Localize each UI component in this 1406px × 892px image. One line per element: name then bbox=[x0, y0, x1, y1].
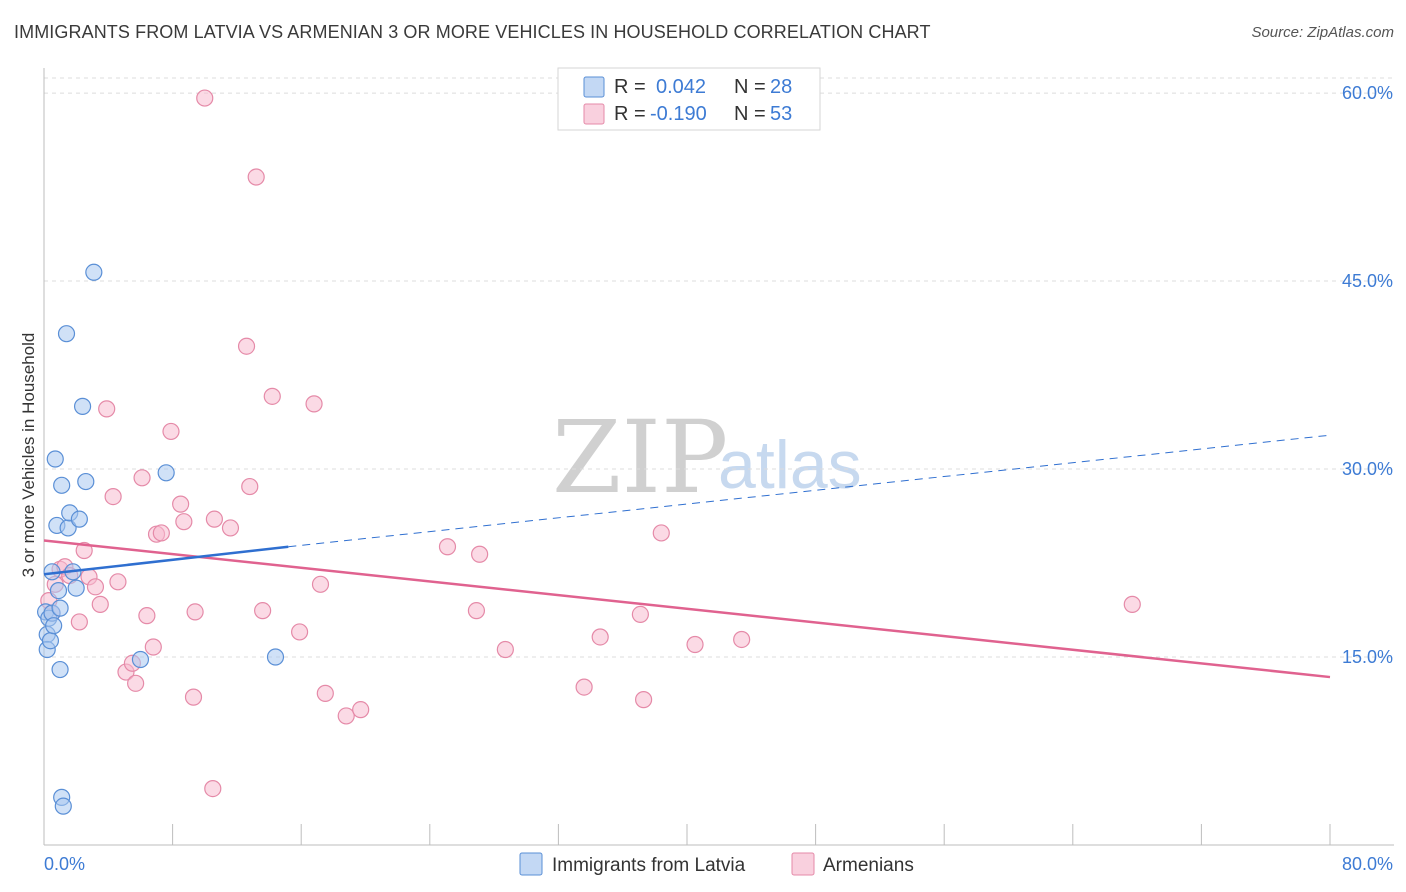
latvia-point bbox=[46, 450, 64, 468]
armenian-point bbox=[631, 605, 649, 624]
armenian-point bbox=[575, 678, 593, 696]
latvia-series-label: Immigrants from Latvia bbox=[552, 855, 746, 876]
latvia-point bbox=[51, 660, 69, 679]
chart-title: IMMIGRANTS FROM LATVIA VS ARMENIAN 3 OR … bbox=[14, 22, 931, 42]
stats-legend: R = 0.042 N = 28 R = -0.190 N = 53 bbox=[557, 67, 821, 131]
latvia-point bbox=[70, 510, 88, 528]
legend-n-label: N = bbox=[734, 103, 766, 125]
latvia-point bbox=[54, 797, 72, 815]
latvia-point bbox=[266, 648, 285, 666]
armenian-point bbox=[337, 707, 355, 725]
latvia-point bbox=[41, 632, 60, 650]
trend-lines bbox=[43, 434, 1331, 679]
armenian-point bbox=[138, 607, 156, 625]
latvia-point bbox=[51, 599, 69, 617]
armenian-point bbox=[467, 602, 486, 620]
x-tick-label: 0.0% bbox=[44, 854, 85, 874]
y-tick-label: 15.0% bbox=[1342, 647, 1393, 667]
armenian-point bbox=[634, 691, 653, 709]
armenian-point bbox=[127, 674, 145, 692]
armenian-series-label: Armenians bbox=[823, 855, 914, 876]
armenian-trend-line bbox=[43, 539, 1331, 679]
armenian-point bbox=[352, 701, 370, 719]
latvia-trend-line bbox=[43, 545, 289, 576]
latvia-trend-extension bbox=[288, 434, 1331, 548]
latvia-point bbox=[53, 476, 71, 494]
latvia-point bbox=[67, 579, 85, 597]
armenian-point bbox=[196, 89, 214, 107]
armenian-point bbox=[75, 541, 93, 560]
y-axis-title: 3 or more Vehicles in Household bbox=[19, 333, 38, 578]
armenian-point bbox=[98, 400, 116, 418]
armenian-legend-swatch bbox=[583, 103, 605, 125]
armenian-point bbox=[316, 684, 334, 702]
y-tick-label: 45.0% bbox=[1342, 271, 1393, 291]
armenian-point bbox=[591, 628, 609, 646]
legend-n-label: N = bbox=[734, 76, 766, 98]
armenian-point bbox=[162, 422, 180, 441]
x-tick-label: 80.0% bbox=[1342, 854, 1393, 874]
legend-r-value: -0.190 bbox=[650, 103, 707, 125]
armenian-point bbox=[184, 688, 203, 706]
latvia-point bbox=[85, 263, 103, 281]
x-tick-labels: 0.0% 80.0% bbox=[44, 854, 1393, 874]
source-label: Source: ZipAtlas.com bbox=[1251, 24, 1394, 41]
latvia-point bbox=[131, 650, 150, 669]
armenian-point bbox=[91, 595, 109, 613]
y-tick-label: 30.0% bbox=[1342, 459, 1393, 479]
armenian-point bbox=[290, 623, 309, 641]
armenian-point bbox=[305, 395, 323, 413]
latvia-point bbox=[77, 472, 95, 491]
watermark-zip: ZIP bbox=[552, 399, 728, 516]
armenian-point bbox=[496, 640, 514, 659]
legend-r-value: 0.042 bbox=[656, 76, 706, 98]
armenian-point bbox=[311, 575, 330, 593]
legend-n-value: 53 bbox=[770, 103, 792, 125]
armenian-point bbox=[221, 519, 240, 537]
armenian-point bbox=[263, 387, 281, 405]
armenian-point bbox=[686, 635, 704, 654]
latvia-point bbox=[157, 464, 175, 482]
armenian-point bbox=[205, 510, 223, 528]
watermark-atlas: atlas bbox=[718, 427, 862, 503]
armenian-point bbox=[204, 780, 222, 798]
armenian-point bbox=[152, 524, 170, 542]
x-ticks bbox=[43, 824, 1331, 845]
armenian-point bbox=[172, 495, 190, 513]
series-legend: Immigrants from Latvia Armenians bbox=[519, 852, 914, 876]
armenian-point bbox=[247, 168, 265, 186]
axes bbox=[43, 68, 1394, 846]
armenian-point bbox=[241, 477, 259, 496]
latvia-point bbox=[73, 397, 92, 415]
gridlines bbox=[44, 77, 1394, 658]
armenian-point bbox=[254, 602, 272, 620]
legend-r-label: R = bbox=[614, 76, 646, 98]
armenian-point bbox=[144, 638, 162, 656]
latvia-series-swatch bbox=[519, 852, 543, 876]
armenian-point bbox=[86, 578, 105, 596]
latvia-point bbox=[57, 325, 76, 343]
armenian-point bbox=[133, 469, 151, 487]
armenian-point bbox=[109, 573, 127, 591]
armenian-series-swatch bbox=[791, 852, 815, 876]
armenian-point bbox=[104, 488, 122, 506]
y-tick-labels: 15.0% 30.0% 45.0% 60.0% bbox=[1342, 83, 1393, 667]
armenian-point bbox=[1123, 595, 1141, 613]
latvia-points bbox=[37, 263, 285, 815]
latvia-point bbox=[49, 581, 68, 600]
legend-r-label: R = bbox=[614, 103, 646, 125]
armenian-point bbox=[438, 538, 457, 556]
latvia-point bbox=[45, 617, 63, 635]
legend-n-value: 28 bbox=[770, 76, 792, 98]
armenian-point bbox=[733, 630, 751, 649]
armenian-point bbox=[237, 337, 256, 355]
armenian-point bbox=[471, 545, 489, 563]
armenian-point bbox=[186, 603, 204, 621]
armenian-point bbox=[70, 613, 88, 631]
y-tick-label: 60.0% bbox=[1342, 83, 1393, 103]
armenian-point bbox=[652, 524, 670, 542]
latvia-legend-swatch bbox=[583, 76, 605, 98]
armenian-point bbox=[175, 513, 193, 531]
